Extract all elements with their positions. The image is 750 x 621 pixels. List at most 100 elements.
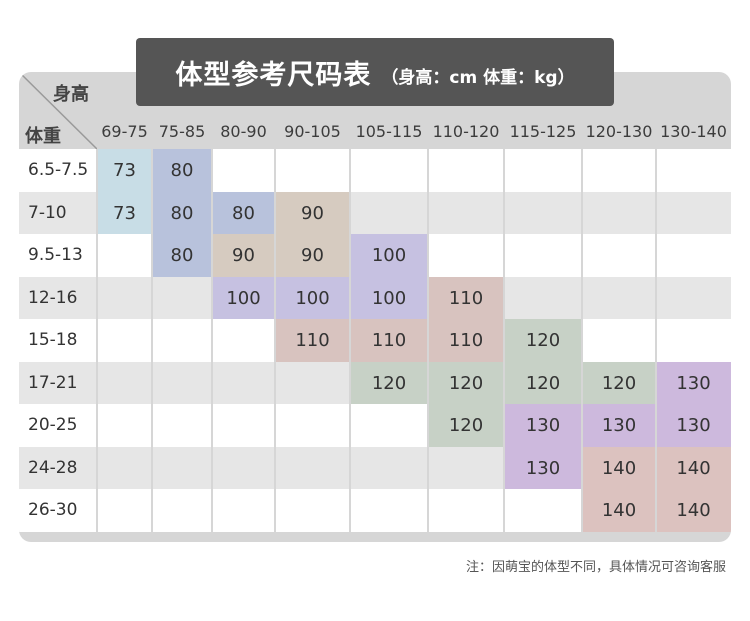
size-cell [582,277,656,320]
size-cell [152,447,212,490]
size-cell: 73 [97,192,152,235]
row-weight-label: 6.5-7.5 [28,160,89,180]
size-cell [212,362,275,405]
column-header: 80-90 [220,122,267,141]
size-cell [275,447,350,490]
size-cell [428,234,504,277]
table-row: 15-18 110 110 110 120 [19,319,731,362]
size-cell: 140 [582,489,656,532]
size-table: 身高 体重 69-75 75-85 80-90 90-105 105-115 110-12… [19,72,731,542]
table-row: 9.5-13 80 90 90 100 [19,234,731,277]
size-cell: 90 [275,192,350,235]
size-cell [350,149,428,192]
corner-weight-label: 体重 [25,126,61,147]
row-weight-label: 9.5-13 [28,245,83,265]
row-weight-label: 12-16 [28,288,78,308]
size-cell: 90 [212,234,275,277]
size-cell [152,319,212,362]
table-row: 26-30 140 140 [19,489,731,532]
size-cell: 100 [275,277,350,320]
row-weight-label: 15-18 [28,330,78,350]
column-divider [151,149,153,542]
table-row: 20-25 120 130 130 130 [19,404,731,447]
corner-height-label: 身高 [53,84,89,105]
size-cell [428,149,504,192]
size-cell [504,277,582,320]
size-cell [656,234,731,277]
column-header: 69-75 [101,122,148,141]
size-cell: 120 [582,362,656,405]
size-cell [152,404,212,447]
size-cell [212,447,275,490]
size-cell: 90 [275,234,350,277]
size-cell: 140 [656,447,731,490]
size-cell [97,319,152,362]
size-cell: 130 [656,404,731,447]
size-cell: 100 [350,234,428,277]
title-units: （身高：cm 体重：kg） [381,67,575,88]
size-cell: 120 [428,362,504,405]
size-cell [582,319,656,362]
size-cell [212,489,275,532]
row-weight-label: 24-28 [28,458,78,478]
table-row: 6.5-7.5 73 80 [19,149,731,192]
size-cell [428,192,504,235]
table-body: 6.5-7.5 73 80 7-10 73 80 80 90 9.5-13 80 90 90 100 12… [19,149,731,542]
size-cell [582,149,656,192]
size-cell: 120 [504,319,582,362]
size-cell [504,234,582,277]
table-row: 17-21 120 120 120 120 130 [19,362,731,405]
size-cell [350,192,428,235]
column-header: 75-85 [158,122,206,141]
column-header: 115-125 [509,122,577,141]
size-cell [212,404,275,447]
size-cell [428,489,504,532]
size-cell: 80 [152,234,212,277]
size-cell: 140 [656,489,731,532]
size-cell [275,404,350,447]
column-divider [581,149,583,542]
size-cell [152,277,212,320]
size-cell: 130 [582,404,656,447]
size-cell [504,192,582,235]
column-divider [211,149,213,542]
size-cell [656,277,731,320]
size-cell [656,149,731,192]
size-cell: 110 [350,319,428,362]
row-weight-label: 17-21 [28,373,78,393]
column-divider [274,149,276,542]
size-cell [212,149,275,192]
row-weight-label: 7-10 [28,203,67,223]
size-cell: 120 [428,404,504,447]
size-cell [97,234,152,277]
row-weight-label: 20-25 [28,415,78,435]
size-cell [656,192,731,235]
size-cell: 110 [428,277,504,320]
size-cell: 100 [350,277,428,320]
size-cell [504,149,582,192]
size-cell: 110 [428,319,504,362]
column-header: 130-140 [660,122,727,141]
column-divider [349,149,351,542]
size-cell: 100 [212,277,275,320]
size-cell: 130 [504,447,582,490]
size-cell [275,149,350,192]
column-header: 120-130 [585,122,653,141]
page-title: 体型参考尺码表 [175,59,372,91]
size-cell [97,447,152,490]
table-corner-header: 身高 体重 [19,72,97,149]
size-cell: 80 [212,192,275,235]
size-cell: 130 [504,404,582,447]
footnote: 注：因萌宝的体型不同，具体情况可咨询客服 [465,560,726,575]
size-cell: 120 [504,362,582,405]
column-divider [96,149,98,542]
corner-diagonal-line [19,72,97,149]
size-cell [350,404,428,447]
size-cell [275,362,350,405]
size-cell: 73 [97,149,152,192]
size-cell [97,404,152,447]
column-divider [503,149,505,542]
column-header: 110-120 [432,122,500,141]
table-row: 24-28 130 140 140 [19,447,731,490]
size-cell: 130 [656,362,731,405]
